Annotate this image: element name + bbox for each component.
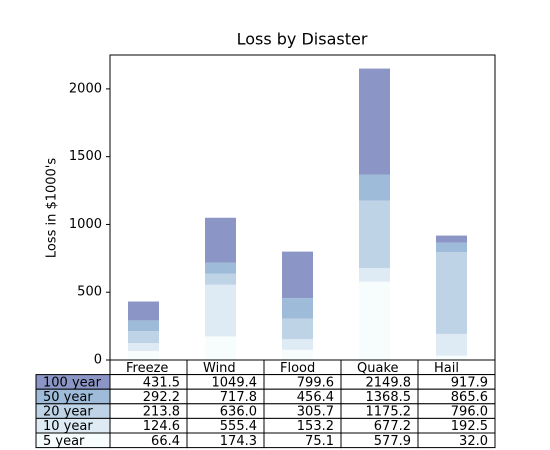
table-value: 32.0 [459,434,488,449]
y-tick-label: 1000 [69,217,102,232]
legend-label: 10 year [43,419,93,434]
bar-segment [282,318,313,340]
table-value: 796.0 [451,405,488,420]
table-value: 75.1 [305,434,334,449]
y-tick-label: 2000 [69,81,102,96]
bar-segment [128,351,159,360]
bar-segment [128,301,159,321]
bar-segment [282,251,313,299]
table-value: 174.3 [220,434,257,449]
bar-segment [359,200,390,269]
bar-segment [436,333,467,356]
table-value: 636.0 [220,405,257,420]
bar-segment [436,355,467,360]
table-value: 66.4 [151,434,180,449]
table-value: 577.9 [374,434,411,449]
table-header: Flood [280,361,315,376]
table-value: 305.7 [297,405,334,420]
table-header: Quake [357,361,399,376]
bar-segment [359,68,390,175]
table-value: 717.8 [220,390,257,405]
table-value: 213.8 [143,405,180,420]
legend-label: 20 year [43,405,93,420]
bar-segment [436,252,467,334]
bar-segment [359,268,390,282]
bar-segment [359,281,390,360]
bar-segment [359,174,390,201]
y-tick-label: 500 [77,285,102,300]
bar-segment [128,320,159,332]
table-value: 153.2 [297,419,334,434]
bar-segment [128,331,159,344]
bar-segment [205,217,236,263]
table-header: Wind [203,361,236,376]
legend-label: 5 year [43,434,85,449]
bar-segment [205,336,236,360]
table-value: 2149.8 [366,375,412,390]
table-value: 917.9 [451,375,488,390]
legend-label: 100 year [43,375,102,390]
y-axis-label: Loss in $1000's [45,158,60,259]
bar-segment [205,262,236,274]
y-tick-label: 1500 [69,149,102,164]
table-header: Hail [434,361,459,376]
bar-segment [282,339,313,350]
table-cell [417,432,496,449]
table-value: 1049.4 [212,375,258,390]
bar-segment [282,349,313,360]
bar-segment [205,273,236,285]
table-value: 456.4 [297,390,334,405]
bar-segment [205,284,236,337]
table-value: 192.5 [451,419,488,434]
legend-label: 50 year [43,390,93,405]
table-value: 677.2 [374,419,411,434]
bar-segment [282,298,313,319]
table-value: 431.5 [143,375,180,390]
chart-title: Loss by Disaster [237,30,368,49]
table-value: 124.6 [143,419,180,434]
table-value: 799.6 [297,375,334,390]
bar-segment [128,343,159,352]
y-tick-label: 0 [94,353,102,368]
bar-segment [436,235,467,243]
table-value: 1175.2 [366,405,412,420]
table-header: Freeze [126,361,168,376]
table-value: 555.4 [220,419,257,434]
table-value: 865.6 [451,390,488,405]
bar-segment [436,242,467,253]
table-value: 1368.5 [366,390,412,405]
table-value: 292.2 [143,390,180,405]
